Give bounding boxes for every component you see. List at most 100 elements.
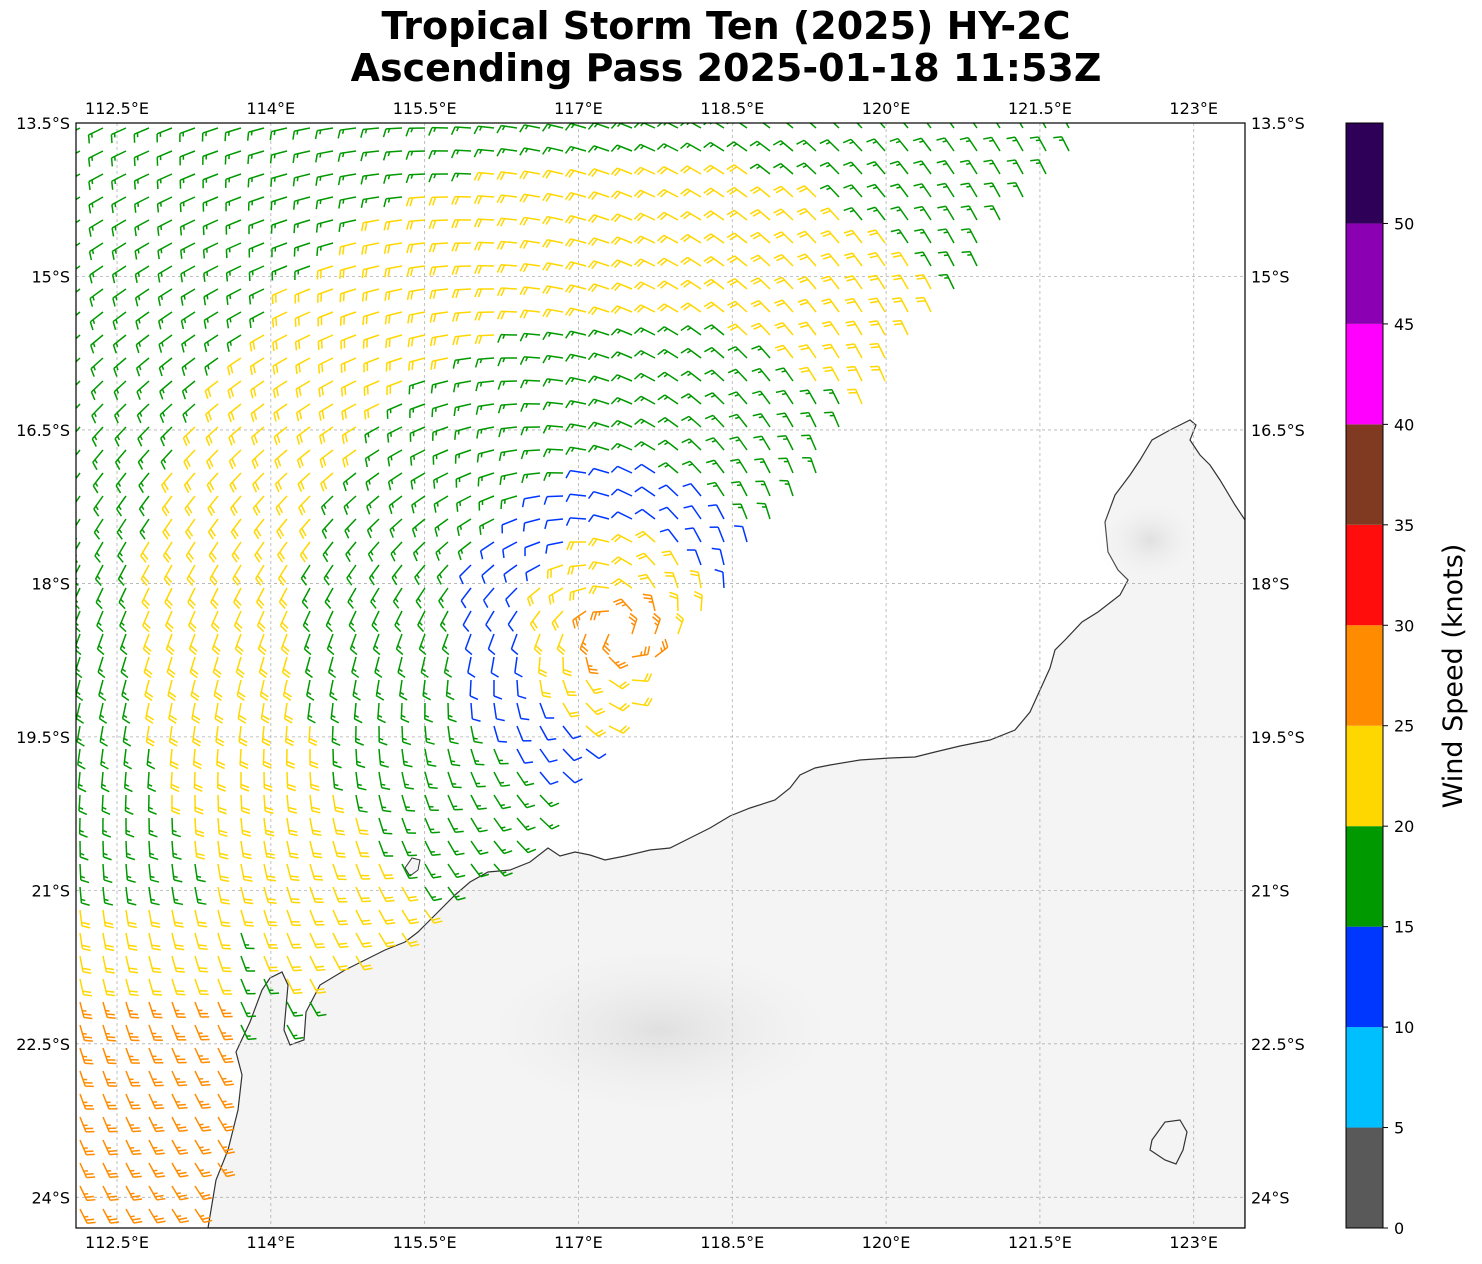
wind-barb	[148, 886, 160, 906]
wind-barb	[587, 421, 610, 430]
wind-barb	[378, 840, 394, 857]
wind-barb	[179, 219, 196, 236]
wind-barb	[277, 541, 288, 563]
wind-barb	[428, 173, 449, 183]
wind-barb	[487, 633, 496, 656]
wind-barb	[542, 401, 564, 411]
wind-barb	[995, 123, 1001, 129]
wind-barb	[148, 1070, 164, 1087]
wind-barb	[704, 392, 725, 405]
wind-barb	[1006, 159, 1024, 175]
wind-barb	[681, 438, 702, 451]
wind-barb	[474, 311, 495, 321]
wind-barb	[348, 610, 357, 633]
wind-barb	[148, 817, 158, 838]
wind-barb	[752, 413, 771, 428]
wind-barb	[451, 242, 472, 252]
wind-barb	[657, 326, 679, 336]
wind-barb	[731, 481, 748, 497]
wind-barb	[184, 495, 196, 517]
wind-barb	[587, 467, 610, 476]
wind-barb	[866, 206, 886, 221]
wind-barb	[253, 518, 265, 540]
wind-barb	[378, 863, 394, 880]
wind-barb	[500, 495, 518, 510]
wind-barb	[230, 495, 242, 517]
wind-barb	[658, 506, 679, 520]
colorbar-tick-label: 40	[1394, 415, 1414, 434]
wind-barb	[726, 232, 748, 244]
wind-barb	[680, 233, 702, 244]
wind-barb	[902, 123, 909, 129]
wind-barb	[194, 1070, 211, 1087]
wind-barb	[121, 679, 130, 702]
wind-barb	[119, 633, 128, 656]
wind-barb	[194, 1116, 212, 1132]
wind-barb	[474, 264, 495, 274]
wind-barb	[76, 518, 81, 540]
wind-barb	[273, 403, 288, 422]
wind-barb	[355, 886, 372, 903]
wind-barb	[303, 633, 312, 656]
wind-barb	[134, 265, 150, 283]
wind-barb	[216, 771, 226, 792]
wind-barb	[247, 173, 265, 188]
wind-barb	[272, 380, 288, 399]
colorbar: 0 5 10 15 20 25 30 35 40 45 50	[1345, 122, 1414, 1238]
wind-barb	[216, 748, 226, 770]
wind-barb	[306, 679, 315, 701]
wind-barb	[774, 299, 794, 313]
wind-barb	[960, 205, 978, 221]
wind-barb	[340, 357, 357, 373]
wind-barb	[301, 587, 311, 610]
wind-barb	[214, 702, 224, 724]
wind-barb	[180, 242, 196, 259]
wind-barb	[401, 840, 417, 857]
wind-barb	[276, 518, 288, 540]
wind-barb	[162, 541, 173, 563]
wind-barb	[429, 288, 449, 300]
wind-barb	[546, 564, 564, 579]
wind-barb	[113, 380, 127, 401]
island	[1149, 1119, 1188, 1165]
wind-barb	[240, 817, 252, 837]
wind-barb	[845, 320, 863, 336]
wind-barb	[240, 932, 255, 950]
wind-barb	[286, 978, 303, 995]
wind-barb	[496, 194, 518, 204]
wind-barb	[148, 1024, 163, 1041]
wind-barb	[194, 1001, 210, 1018]
wind-barb	[157, 265, 173, 283]
lat-tick-label-right: 21°S	[1251, 881, 1290, 900]
wind-barb	[470, 840, 489, 855]
wind-barb	[610, 190, 633, 200]
wind-barb	[730, 458, 748, 474]
wind-barb	[183, 472, 196, 493]
wind-barb	[125, 932, 138, 951]
wind-barb	[542, 448, 564, 458]
wind-barb	[250, 426, 265, 446]
wind-barb	[76, 380, 81, 387]
wind-barb	[683, 505, 702, 520]
wind-barb	[424, 702, 434, 723]
wind-barb	[234, 633, 244, 656]
wind-barb	[642, 593, 656, 612]
wind-barb	[157, 288, 173, 307]
wind-barb	[102, 1208, 120, 1224]
wind-barb	[798, 344, 817, 359]
wind-barb	[92, 449, 104, 471]
wind-barb	[102, 1185, 119, 1202]
wind-barb	[111, 242, 127, 260]
wind-barb	[564, 145, 587, 154]
wind-barb	[447, 794, 463, 811]
wind-barb	[983, 159, 1001, 175]
wind-barb	[135, 357, 150, 377]
wind-barb	[493, 817, 512, 832]
wind-barb	[562, 702, 580, 718]
wind-barb	[542, 238, 564, 249]
wind-barb	[1007, 182, 1024, 198]
wind-barb	[293, 196, 311, 210]
wind-barb	[516, 679, 527, 700]
wind-barb	[207, 518, 219, 540]
wind-barb	[194, 886, 207, 905]
